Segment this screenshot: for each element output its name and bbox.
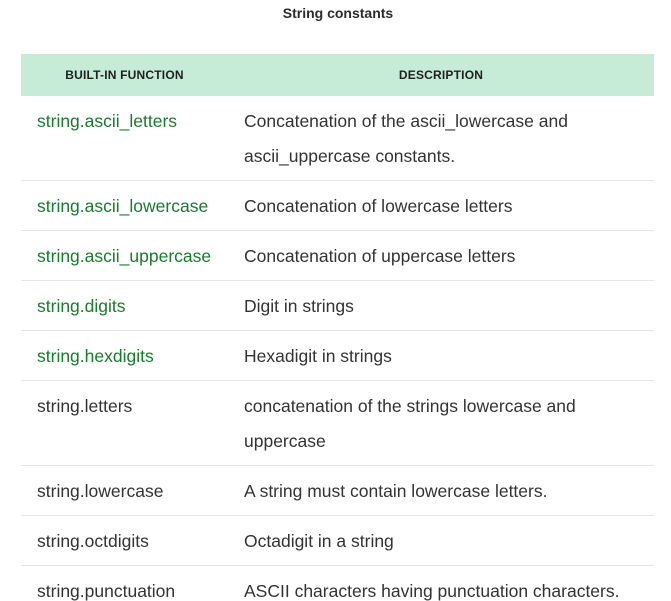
function-link[interactable]: string.hexdigits	[37, 346, 154, 366]
function-link[interactable]: string.digits	[37, 296, 126, 316]
function-name: string.lowercase	[37, 481, 164, 501]
description-cell: Digit in strings	[244, 296, 354, 316]
description-cell: Concatenation of the ascii_lowercase and…	[244, 111, 568, 166]
table-caption: String constants	[282, 5, 394, 21]
description-cell: Concatenation of uppercase letters	[244, 246, 516, 266]
function-name: string.octdigits	[37, 531, 149, 551]
header-description: DESCRIPTION	[398, 68, 484, 82]
table-row: string.ascii_lowercase Concatenation of …	[21, 181, 654, 231]
description-cell: concatenation of the strings lowercase a…	[244, 396, 576, 451]
description-cell: Octadigit in a string	[244, 531, 394, 551]
table-row: string.hexdigits Hexadigit in strings	[21, 331, 654, 381]
table-header: BUILT-IN FUNCTION DESCRIPTION	[21, 54, 654, 96]
table-row: string.digits Digit in strings	[21, 281, 654, 331]
table-row: string.lowercase A string must contain l…	[21, 466, 654, 516]
function-link[interactable]: string.ascii_uppercase	[37, 246, 212, 266]
table-row: string.ascii_uppercase Concatenation of …	[21, 231, 654, 281]
description-cell: Hexadigit in strings	[244, 346, 392, 366]
table-row: string.ascii_letters Concatenation of th…	[21, 96, 654, 181]
function-link[interactable]: string.ascii_lowercase	[37, 196, 209, 216]
table-row: string.punctuation ASCII characters havi…	[21, 566, 654, 601]
string-constants-table: BUILT-IN FUNCTION DESCRIPTION string.asc…	[21, 54, 654, 601]
function-name: string.punctuation	[37, 581, 176, 601]
header-builtin-function: BUILT-IN FUNCTION	[65, 68, 184, 82]
description-cell: ASCII characters having punctuation char…	[244, 581, 620, 601]
description-cell: Concatenation of lowercase letters	[244, 196, 513, 216]
table-row: string.letters concatenation of the stri…	[21, 381, 654, 466]
description-cell: A string must contain lowercase letters.	[244, 481, 548, 501]
function-name: string.letters	[37, 396, 133, 416]
function-link[interactable]: string.ascii_letters	[37, 111, 178, 131]
table-row: string.octdigits Octadigit in a string	[21, 516, 654, 566]
